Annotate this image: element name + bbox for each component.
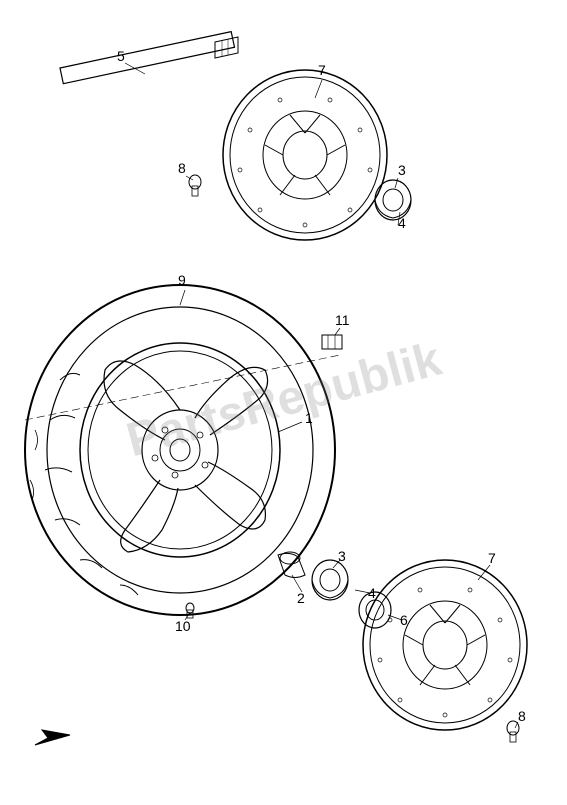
label-4-bottom: 4 [368, 585, 376, 601]
disc-bolt-top-graphic [189, 175, 201, 196]
label-5: 5 [117, 48, 125, 64]
label-6: 6 [400, 612, 408, 628]
label-3-bottom: 3 [338, 548, 346, 564]
label-4-top: 4 [398, 215, 406, 231]
label-3-top: 3 [398, 162, 406, 178]
bearing-top-graphic [375, 180, 411, 220]
label-8-top: 8 [178, 160, 186, 176]
axle-shaft-graphic [60, 32, 238, 84]
label-8-bottom: 8 [518, 708, 526, 724]
label-7-bottom: 7 [488, 550, 496, 566]
brake-disc-top-graphic [223, 70, 387, 240]
direction-arrow [35, 730, 70, 745]
bearing-bottom-graphic [312, 560, 348, 600]
label-10: 10 [175, 618, 191, 634]
label-7-top: 7 [318, 62, 326, 78]
label-2: 2 [297, 590, 305, 606]
valve-stem-graphic [186, 603, 194, 618]
diagram-svg [0, 0, 567, 800]
label-9: 9 [178, 272, 186, 288]
wheel-tire-graphic [25, 285, 335, 615]
label-11: 11 [335, 312, 350, 328]
brake-disc-bottom-graphic [363, 560, 527, 730]
balance-weight-graphic [322, 335, 342, 349]
exploded-diagram: 5 7 8 3 4 9 11 1 2 3 4 6 7 8 10 PartsRep… [0, 0, 567, 800]
label-1: 1 [305, 410, 313, 426]
